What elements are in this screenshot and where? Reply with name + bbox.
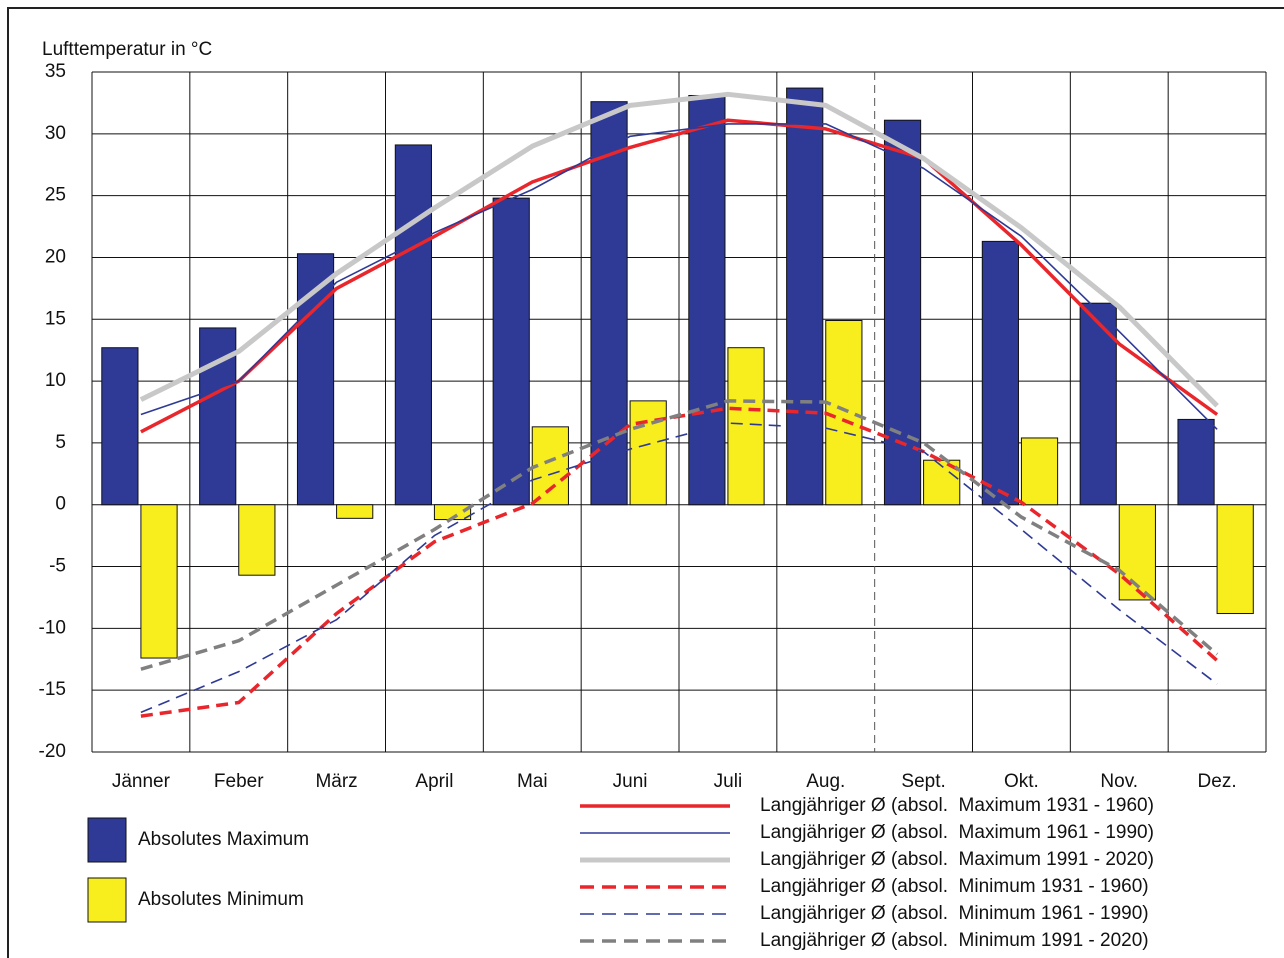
- bar: [336, 504, 374, 519]
- bar: [688, 94, 726, 506]
- bar: [786, 87, 824, 506]
- y-axis-label: Lufttemperatur in °C: [42, 39, 212, 60]
- legend-label: Langjähriger Ø (absol. Maximum 1961 - 19…: [760, 822, 1154, 843]
- legend-label: Langjähriger Ø (absol. Minimum 1991 - 20…: [760, 930, 1149, 951]
- x-tick-label: Mai: [517, 771, 548, 792]
- y-tick-label: -15: [39, 679, 66, 700]
- bar: [629, 400, 667, 506]
- y-tick-label: -5: [49, 556, 66, 577]
- y-tick-label: 30: [45, 123, 66, 144]
- frame: [7, 7, 1284, 958]
- legend-swatch: [87, 817, 127, 863]
- y-tick-label: -10: [39, 617, 66, 638]
- x-tick-label: Aug.: [806, 771, 845, 792]
- y-tick-label: 10: [45, 370, 66, 391]
- bar: [394, 144, 432, 506]
- x-tick-label: Juli: [714, 771, 743, 792]
- x-tick-label: April: [415, 771, 453, 792]
- bar: [492, 197, 530, 506]
- bar: [1020, 437, 1059, 506]
- x-tick-label: März: [315, 771, 357, 792]
- x-tick-label: Feber: [214, 771, 264, 792]
- bar: [981, 240, 1019, 506]
- y-tick-label: 20: [45, 246, 66, 267]
- y-tick-label: 35: [45, 61, 66, 82]
- x-tick-label: Jänner: [112, 771, 171, 792]
- bar: [1216, 504, 1254, 615]
- bar: [825, 320, 863, 506]
- bar: [296, 253, 335, 506]
- y-tick-label: -20: [39, 741, 66, 762]
- legend-label: Absolutes Minimum: [138, 889, 304, 910]
- y-tick-label: 0: [55, 494, 66, 515]
- y-tick-label: 15: [45, 308, 66, 329]
- bar: [590, 101, 628, 506]
- line: [139, 91, 1219, 408]
- line: [140, 123, 1218, 430]
- legend-label: Absolutes Maximum: [138, 829, 309, 850]
- legend-label: Langjähriger Ø (absol. Minimum 1961 - 19…: [760, 903, 1149, 924]
- x-tick-label: Dez.: [1198, 771, 1237, 792]
- bar: [1177, 418, 1215, 506]
- x-tick-label: Juni: [613, 771, 648, 792]
- bar: [727, 347, 765, 506]
- line: [140, 118, 1219, 434]
- x-tick-label: Nov.: [1100, 771, 1138, 792]
- line: [140, 399, 1219, 671]
- bar: [140, 504, 178, 659]
- x-tick-label: Sept.: [901, 771, 945, 792]
- x-tick-label: Okt.: [1004, 771, 1039, 792]
- legend-label: Langjähriger Ø (absol. Minimum 1931 - 19…: [760, 876, 1149, 897]
- bar: [238, 504, 276, 576]
- line: [140, 422, 1218, 714]
- y-tick-label: 25: [45, 185, 66, 206]
- legend-label: Langjähriger Ø (absol. Maximum 1991 - 20…: [760, 849, 1154, 870]
- legend-swatch: [87, 877, 127, 923]
- y-tick-label: 5: [55, 432, 66, 453]
- bar: [531, 426, 569, 506]
- bar: [101, 347, 139, 506]
- legend-label: Langjähriger Ø (absol. Maximum 1931 - 19…: [760, 795, 1154, 816]
